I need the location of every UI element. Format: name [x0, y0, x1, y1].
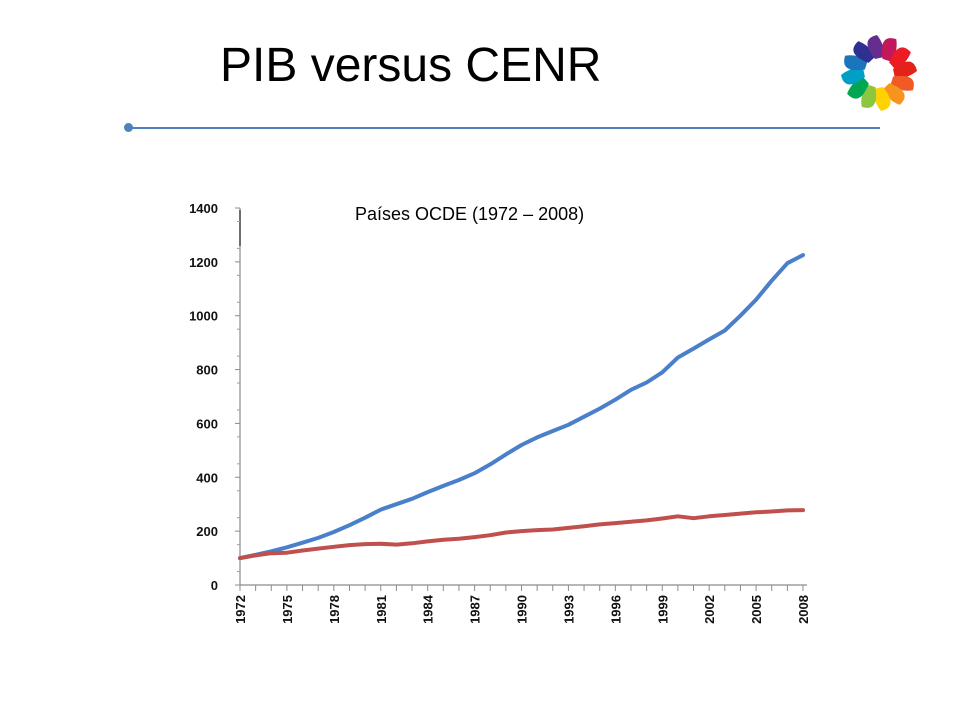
y-axis-ticks: 0 200 400 600 800 1000 1200 1400: [189, 201, 240, 593]
logo-blade: [882, 83, 905, 105]
y-tick-label: 1200: [189, 255, 218, 270]
x-tick-label: 2008: [796, 595, 811, 624]
x-tick-label: 1993: [561, 595, 576, 624]
x-tick-label: 1975: [280, 595, 295, 624]
chart-series: [238, 253, 805, 561]
x-tick-label: 1999: [655, 595, 670, 624]
chart-axes: [239, 208, 807, 586]
logo-blade: [889, 47, 911, 70]
chart-title: Países OCDE (1972 – 2008): [355, 204, 585, 224]
x-tick-label: 1996: [608, 595, 623, 624]
y-tick-label: 600: [196, 416, 218, 431]
series-line-cenr: [238, 508, 805, 561]
logo-blade: [853, 41, 876, 63]
logo-blade: [867, 35, 885, 59]
logo-blade: [847, 76, 869, 99]
y-tick-label: 0: [211, 578, 218, 593]
x-tick-label: 1981: [374, 595, 389, 624]
x-axis-ticks: 1972 1975 1978 1981 1984 1987 1990 1993 1996 1999…: [233, 585, 811, 624]
x-tick-label: 1978: [327, 595, 342, 624]
x-tick-label: 2002: [702, 595, 717, 624]
logo-icon: [841, 35, 917, 111]
x-tick-label: 1984: [421, 594, 436, 624]
x-tick-label: 1972: [233, 595, 248, 624]
y-tick-label: 400: [196, 470, 218, 485]
logo-blade: [841, 67, 865, 85]
title-rule: [128, 127, 880, 129]
y-tick-label: 1000: [189, 309, 218, 324]
series-line-pib: [238, 253, 805, 561]
x-tick-label: 1987: [468, 595, 483, 624]
x-tick-label: 1990: [515, 595, 530, 624]
x-tick-label: 2005: [749, 595, 764, 624]
y-tick-label: 200: [196, 524, 218, 539]
y-tick-label: 800: [196, 363, 218, 378]
slide-title: PIB versus CENR: [220, 39, 602, 92]
y-tick-label: 1400: [189, 201, 218, 216]
logo-blade: [873, 87, 891, 111]
